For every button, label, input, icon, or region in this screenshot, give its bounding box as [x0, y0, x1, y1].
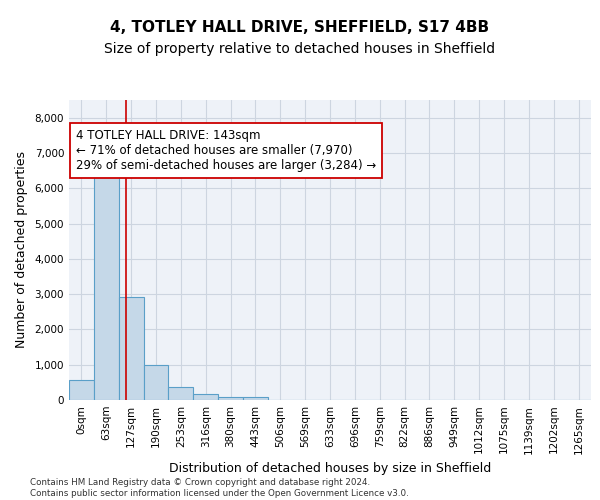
Bar	[218, 396, 243, 400]
Bar	[143, 365, 169, 400]
Text: Contains HM Land Registry data © Crown copyright and database right 2024.
Contai: Contains HM Land Registry data © Crown c…	[30, 478, 409, 498]
X-axis label: Distribution of detached houses by size in Sheffield: Distribution of detached houses by size …	[169, 462, 491, 475]
Bar	[193, 394, 218, 400]
Bar	[69, 380, 94, 400]
Bar	[169, 388, 193, 400]
Text: 4, TOTLEY HALL DRIVE, SHEFFIELD, S17 4BB: 4, TOTLEY HALL DRIVE, SHEFFIELD, S17 4BB	[110, 20, 490, 35]
Text: Size of property relative to detached houses in Sheffield: Size of property relative to detached ho…	[104, 42, 496, 56]
Bar	[119, 297, 143, 400]
Bar	[243, 397, 268, 400]
Bar	[94, 172, 119, 400]
Y-axis label: Number of detached properties: Number of detached properties	[14, 152, 28, 348]
Text: 4 TOTLEY HALL DRIVE: 143sqm
← 71% of detached houses are smaller (7,970)
29% of : 4 TOTLEY HALL DRIVE: 143sqm ← 71% of det…	[76, 129, 376, 172]
